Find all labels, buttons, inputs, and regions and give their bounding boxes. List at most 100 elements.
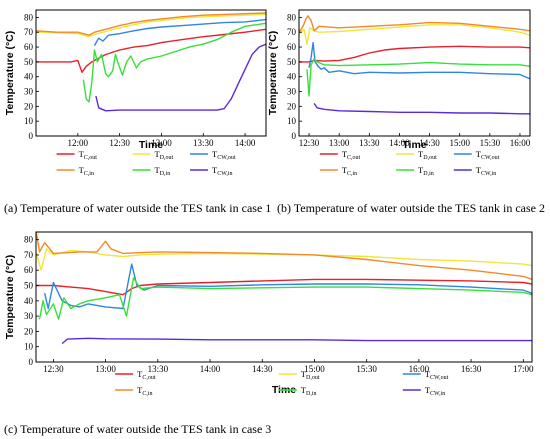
x-tick-label: 17:00	[513, 364, 534, 374]
series-line-td-out	[299, 24, 530, 45]
legend-label: TCW,in	[476, 165, 496, 177]
y-tick-label: 30	[24, 311, 34, 321]
y-axis-label: Temperature (°C)	[4, 255, 16, 340]
legend-label: TCW,out	[425, 369, 449, 381]
series-line-tcw-out	[44, 263, 532, 310]
legend-label: TC,in	[79, 165, 94, 177]
x-tick-label: 16:30	[461, 364, 482, 374]
legend: TC,out TD,out TCW,out TC,in TD,in TCW,in	[319, 149, 500, 177]
y-tick-label: 30	[24, 87, 34, 97]
legend-item: TCW,out	[402, 369, 449, 381]
x-tick-label: 15:30	[356, 364, 377, 374]
y-axis-label: Temperature (°C)	[267, 31, 279, 116]
legend-item: TCW,in	[453, 165, 496, 177]
y-tick-label: 70	[24, 250, 34, 260]
y-tick-label: 10	[24, 342, 34, 352]
legend-label: TC,in	[137, 385, 152, 397]
x-tick-label: 15:00	[449, 138, 470, 148]
legend-item: TCW,out	[453, 149, 500, 161]
legend-item: TD,in	[396, 165, 434, 177]
legend-item: TC,in	[115, 385, 152, 397]
legend-item: TD,out	[132, 149, 174, 161]
panel-c-chart: 0 10 20 30 40 50 60 70 80 12:30 13:00 13:30 14:00 14:…	[4, 231, 534, 397]
panel-a-caption: (a) Temperature of water outside the TES…	[4, 201, 271, 215]
y-tick-label: 0	[29, 131, 34, 141]
x-tick-label: 16:00	[409, 364, 430, 374]
x-tick-label: 14:30	[252, 364, 273, 374]
x-axis-label: Time	[402, 139, 426, 151]
series-line-tcw-in	[61, 337, 532, 345]
series-line-td-out	[36, 13, 266, 38]
y-tick-label: 30	[287, 87, 297, 97]
legend-label: TC,out	[137, 369, 156, 381]
y-tick-label: 70	[24, 27, 34, 37]
legend-item: TD,out	[396, 149, 437, 161]
y-axis-label: Temperature (°C)	[4, 31, 16, 116]
legend-item: TD,out	[278, 369, 320, 381]
x-tick-label: 14:30	[419, 138, 440, 148]
series-line-tcw-in	[313, 103, 530, 115]
y-tick-label: 10	[287, 116, 297, 126]
legend-item: TCW,out	[190, 149, 236, 161]
series-line-tc-out	[299, 45, 530, 63]
y-tick-label: 60	[287, 42, 297, 52]
plot-frame	[35, 9, 267, 137]
series-line-tc-in	[299, 15, 530, 33]
y-tick-label: 10	[24, 116, 34, 126]
legend: TC,out TD,out TCW,out TC,in TD,in TCW,in	[56, 149, 236, 177]
y-tick-label: 20	[287, 101, 297, 111]
x-tick-label: 13:30	[359, 138, 380, 148]
y-tick-label: 50	[24, 281, 34, 291]
legend-item: TC,out	[319, 149, 361, 161]
series-line-tcw-out	[308, 41, 530, 80]
legend-label: TD,in	[155, 165, 171, 177]
series-line-td-in	[82, 22, 266, 103]
series-line-td-out	[36, 248, 532, 271]
y-tick-label: 50	[24, 57, 34, 67]
y-tick-label: 0	[29, 357, 34, 367]
y-tick-label: 40	[287, 72, 297, 82]
y-tick-label: 20	[24, 101, 34, 111]
legend-item: TC,out	[56, 149, 98, 161]
x-tick-label: 15:30	[480, 138, 501, 148]
y-tick-label: 50	[287, 57, 297, 67]
series-line-tcw-out	[93, 18, 266, 46]
legend-label: TC,out	[79, 149, 98, 161]
y-tick-label: 40	[24, 72, 34, 82]
legend-item: TD,in	[132, 165, 171, 177]
x-tick-label: 13:00	[329, 138, 350, 148]
legend-label: TD,out	[418, 149, 437, 161]
series-line-tc-out	[36, 278, 532, 296]
series-line-tc-out	[36, 28, 266, 73]
x-axis-label: Time	[139, 139, 163, 151]
y-tick-label: 60	[24, 42, 34, 52]
legend-item: TC,in	[56, 165, 94, 177]
x-tick-label: 13:30	[148, 364, 169, 374]
legend-label: TCW,out	[212, 149, 236, 161]
plot-area	[36, 232, 532, 345]
panel-b-chart: 0 10 20 30 40 50 60 70 80 12:30 13:00 13:30 14:00 14:…	[267, 9, 531, 177]
legend-item: TCW,in	[402, 385, 445, 397]
legend-label: TCW,out	[476, 149, 500, 161]
plot-area	[299, 15, 530, 115]
y-tick-label: 70	[287, 27, 297, 37]
legend: TC,out TD,out TCW,out TC,in TD,in TCW,in	[115, 369, 449, 397]
plot-frame	[35, 231, 533, 363]
y-tick-label: 40	[24, 296, 34, 306]
y-tick-label: 0	[292, 131, 297, 141]
y-tick-label: 80	[24, 12, 34, 22]
y-tick-label: 80	[24, 235, 34, 245]
x-tick-label: 15:00	[304, 364, 325, 374]
legend-label: TD,out	[301, 369, 320, 381]
x-tick-label: 12:00	[68, 138, 89, 148]
panel-b-caption: (b) Temperature of water outside the TES…	[277, 201, 545, 215]
legend-label: TD,out	[155, 149, 174, 161]
series-line-tcw-in	[95, 43, 266, 112]
series-line-td-in	[38, 277, 532, 320]
x-tick-label: 13:30	[193, 138, 214, 148]
y-tick-label: 80	[287, 12, 297, 22]
plot-frame	[298, 9, 531, 137]
panel-a-chart: 0 10 20 30 40 50 60 70 80 12:00 12:30 13:00 13:30 14:…	[4, 9, 267, 177]
x-tick-label: 12:30	[109, 138, 130, 148]
